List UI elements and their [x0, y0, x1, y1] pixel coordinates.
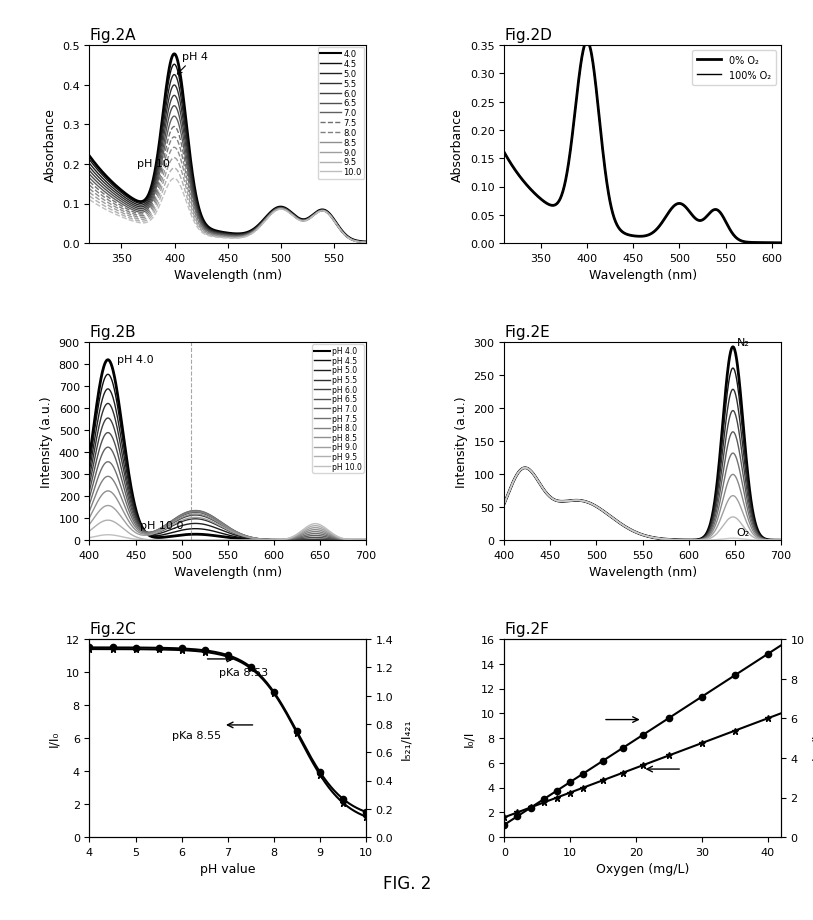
Y-axis label: I₄₂₁/I₆₅₀: I₄₂₁/I₆₅₀	[810, 718, 813, 759]
Y-axis label: I₀/I: I₀/I	[462, 730, 475, 746]
X-axis label: Oxygen (mg/L): Oxygen (mg/L)	[596, 862, 689, 876]
Text: Fig.2B: Fig.2B	[89, 325, 136, 340]
X-axis label: Wavelength (nm): Wavelength (nm)	[174, 269, 281, 282]
X-axis label: Wavelength (nm): Wavelength (nm)	[174, 566, 281, 579]
Text: Fig.2D: Fig.2D	[504, 29, 552, 43]
X-axis label: pH value: pH value	[200, 862, 255, 876]
Legend: 4.0, 4.5, 5.0, 5.5, 6.0, 6.5, 7.0, 7.5, 8.0, 8.5, 9.0, 9.5, 10.0: 4.0, 4.5, 5.0, 5.5, 6.0, 6.5, 7.0, 7.5, …	[318, 48, 364, 179]
Text: Fig.2A: Fig.2A	[89, 29, 136, 43]
Legend: 0% O₂, 100% O₂: 0% O₂, 100% O₂	[692, 51, 776, 86]
Text: Fig.2F: Fig.2F	[504, 622, 549, 637]
X-axis label: Wavelength (nm): Wavelength (nm)	[589, 269, 696, 282]
Text: pH 4.0: pH 4.0	[117, 354, 154, 364]
Text: Fig.2E: Fig.2E	[504, 325, 550, 340]
Y-axis label: I/I₀: I/I₀	[47, 730, 60, 746]
Text: pH 10: pH 10	[137, 158, 170, 168]
Y-axis label: Absorbance: Absorbance	[451, 108, 464, 182]
Y-axis label: Intensity (a.u.): Intensity (a.u.)	[454, 396, 467, 488]
Y-axis label: Absorbance: Absorbance	[43, 108, 56, 182]
Text: FIG. 2: FIG. 2	[382, 874, 431, 892]
Y-axis label: Intensity (a.u.): Intensity (a.u.)	[40, 396, 53, 488]
Text: pKa 8.53: pKa 8.53	[219, 668, 267, 678]
Text: pH 4: pH 4	[177, 52, 208, 75]
Text: N₂: N₂	[737, 338, 749, 348]
X-axis label: Wavelength (nm): Wavelength (nm)	[589, 566, 696, 579]
Y-axis label: I₅₂₁/I₄₂₁: I₅₂₁/I₄₂₁	[399, 718, 412, 759]
Text: Fig.2C: Fig.2C	[89, 622, 136, 637]
Legend: pH 4.0, pH 4.5, pH 5.0, pH 5.5, pH 6.0, pH 6.5, pH 7.0, pH 7.5, pH 8.0, pH 8.5, : pH 4.0, pH 4.5, pH 5.0, pH 5.5, pH 6.0, …	[312, 345, 363, 473]
Text: pKa 8.55: pKa 8.55	[172, 730, 221, 741]
Text: O₂: O₂	[737, 528, 750, 538]
Text: pH 10.0: pH 10.0	[140, 521, 184, 531]
